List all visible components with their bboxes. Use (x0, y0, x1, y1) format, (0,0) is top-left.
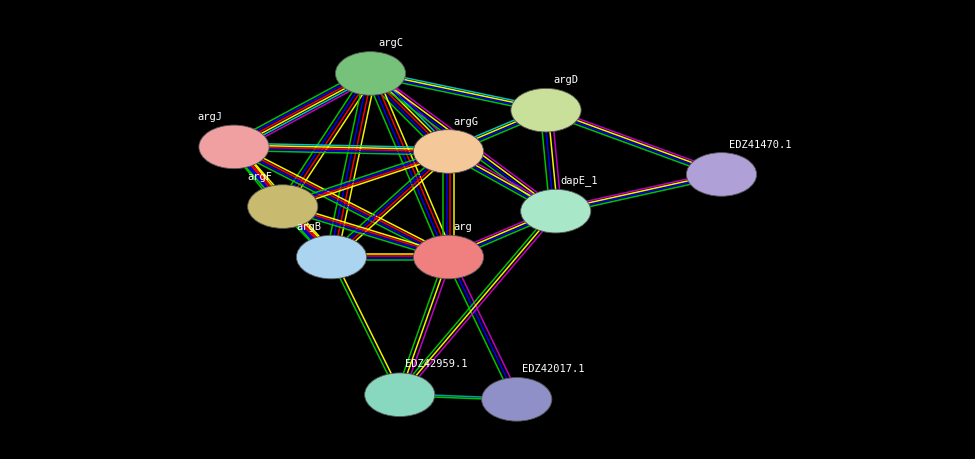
Text: EDZ41470.1: EDZ41470.1 (729, 140, 792, 150)
Ellipse shape (335, 52, 406, 95)
Text: EDZ42017.1: EDZ42017.1 (522, 364, 584, 374)
Text: EDZ42959.1: EDZ42959.1 (405, 359, 467, 369)
Ellipse shape (521, 189, 591, 233)
Ellipse shape (686, 152, 757, 196)
Text: argJ: argJ (197, 112, 222, 122)
Ellipse shape (482, 377, 552, 421)
Text: argD: argD (554, 75, 579, 85)
Text: argB: argB (296, 222, 322, 232)
Ellipse shape (199, 125, 269, 168)
Ellipse shape (511, 88, 581, 132)
Ellipse shape (413, 129, 484, 174)
Text: dapE_1: dapE_1 (561, 175, 598, 186)
Text: argG: argG (453, 117, 479, 127)
Ellipse shape (248, 185, 318, 228)
Text: argF: argF (248, 172, 273, 182)
Ellipse shape (296, 235, 367, 279)
Text: argC: argC (378, 38, 404, 48)
Ellipse shape (413, 235, 484, 279)
Text: arg: arg (453, 222, 472, 232)
Ellipse shape (365, 373, 435, 417)
